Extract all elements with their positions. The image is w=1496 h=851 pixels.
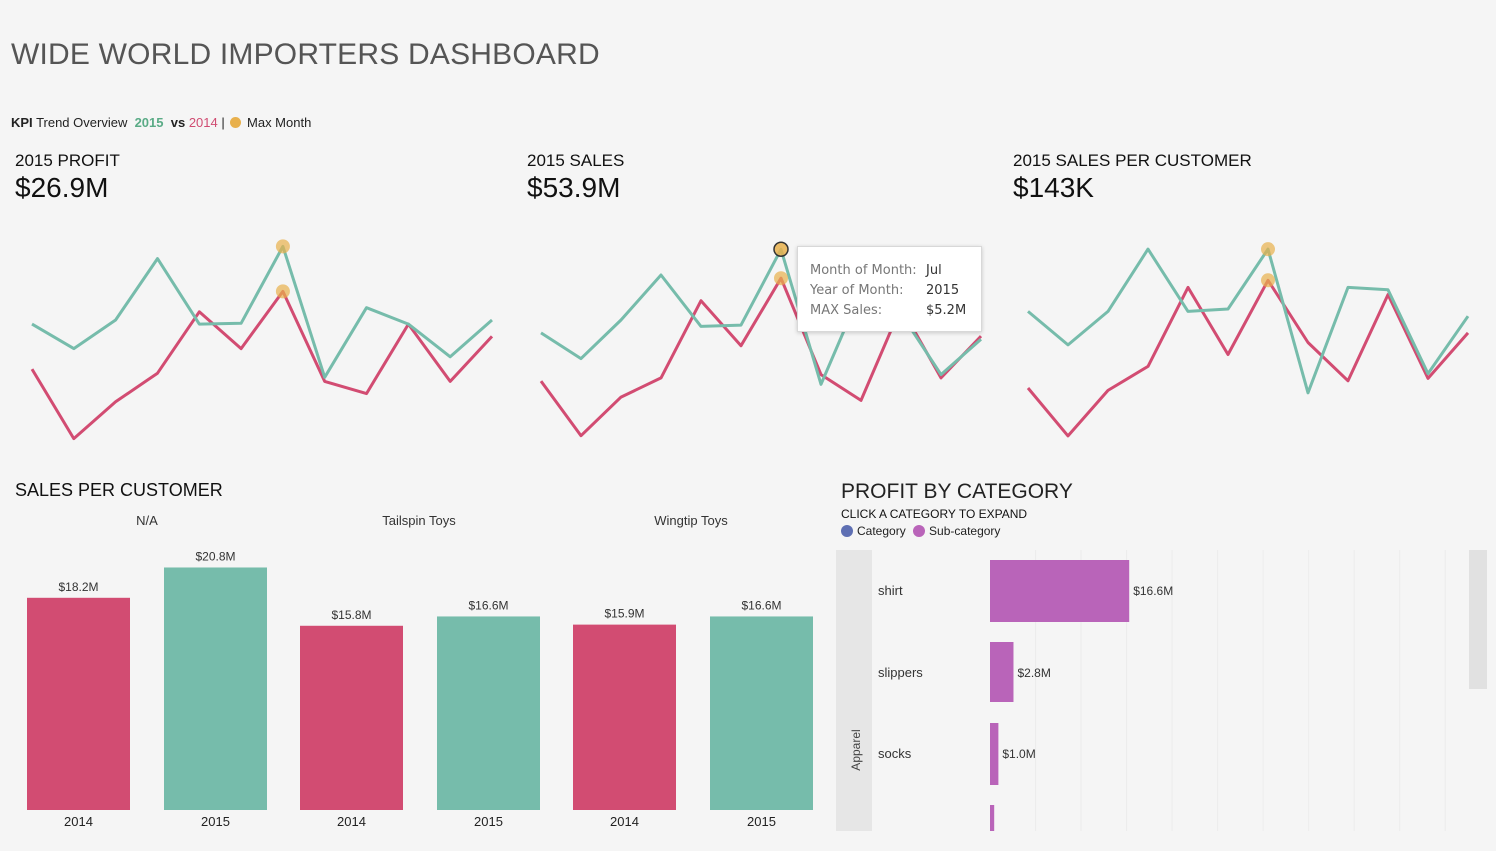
max-month-point-2014[interactable]: [1261, 273, 1275, 288]
tooltip-value: 2015: [926, 283, 960, 298]
subtitle-kpi: KPI: [11, 115, 33, 130]
kpi-sales-value: $53.9M: [527, 172, 621, 203]
subcategory-bar[interactable]: [990, 723, 999, 785]
sales-per-customer-chart[interactable]: N/A Tailspin Toys Wingtip Toys $18.2M 2014 $2…: [0, 500, 830, 840]
max-month-point-2015[interactable]: [1261, 242, 1275, 257]
series-line-2015[interactable]: [31, 244, 493, 379]
max-month-point-2015[interactable]: [773, 241, 789, 258]
kpi-profit-value: $26.9M: [15, 172, 109, 203]
category-strip[interactable]: [836, 550, 872, 831]
profit-by-category-title: PROFIT BY CATEGORY: [841, 480, 1073, 503]
profit-chart-scrollbar[interactable]: [1469, 550, 1487, 689]
bar-2014[interactable]: [300, 625, 403, 810]
profit-trend-chart[interactable]: [0, 0, 1496, 470]
x-tick-label: 2014: [64, 814, 93, 829]
bar-data-label: $16.6M: [741, 598, 781, 612]
bar-data-label: $16.6M: [1133, 584, 1173, 598]
dashboard-title: WIDE WORLD IMPORTERS DASHBOARD: [11, 38, 600, 71]
profit-hint: CLICK A CATEGORY TO EXPAND: [841, 507, 1028, 521]
x-tick-label: 2015: [747, 814, 776, 829]
profit-by-category-chart[interactable]: shirt $16.6M slippers $2.8M socks $1.0M: [872, 550, 1468, 831]
sales-per-customer-title: SALES PER CUSTOMER: [15, 480, 223, 500]
category-legend-dot-icon: [841, 525, 853, 537]
series-line-2014[interactable]: [30, 289, 494, 441]
group-header: N/A: [136, 513, 158, 528]
category-label-apparel[interactable]: Apparel: [840, 720, 870, 780]
profit-trend-chart[interactable]: [30, 239, 494, 441]
x-tick-label: 2015: [474, 814, 503, 829]
series-line-2014[interactable]: [1026, 278, 1470, 438]
bar-data-label: $15.8M: [331, 608, 371, 622]
tooltip-key: MAX Sales:: [810, 303, 883, 318]
subcategory-bar[interactable]: [990, 805, 995, 831]
series-line-2015[interactable]: [1027, 247, 1470, 395]
subtitle-year-2015: 2015: [134, 115, 164, 130]
spc-trend-chart[interactable]: [1026, 242, 1470, 438]
subtitle-separator: |: [221, 115, 225, 130]
bar-2014[interactable]: [573, 624, 676, 810]
x-tick-label: 2015: [201, 814, 230, 829]
tooltip-value: $5.2M: [926, 303, 967, 318]
tooltip-key: Year of Month:: [810, 283, 904, 298]
kpi-spc-value: $143K: [1013, 172, 1094, 203]
bar-2014[interactable]: [27, 597, 130, 810]
group-header: Wingtip Toys: [654, 513, 728, 528]
bar-2015[interactable]: [164, 567, 267, 810]
subcategory-label[interactable]: socks: [878, 746, 912, 761]
category-apparel-text: Apparel: [849, 729, 863, 770]
subtitle-trend: Trend Overview: [36, 115, 128, 130]
subcategory-bar[interactable]: [990, 560, 1130, 622]
subcategory-legend-dot-icon: [913, 525, 926, 537]
kpi-subtitle: KPI Trend Overview 2015 vs 2014 | Max Mo…: [11, 115, 311, 130]
max-month-point-2014[interactable]: [275, 284, 290, 299]
bar-data-label: $15.9M: [604, 607, 644, 621]
bar-2015[interactable]: [710, 616, 813, 810]
kpi-profit-label: 2015 PROFIT: [15, 151, 120, 170]
subtitle-max-month: Max Month: [247, 115, 312, 130]
legend-subcategory[interactable]: Sub-category: [929, 524, 1001, 538]
bar-data-label: $20.8M: [195, 549, 235, 563]
subcategory-bar[interactable]: [990, 642, 1014, 702]
subtitle-vs: vs: [170, 115, 186, 130]
subtitle-year-2014: 2014: [188, 115, 218, 130]
x-tick-label: 2014: [610, 814, 639, 829]
max-month-dot-icon: [230, 117, 242, 128]
subcategory-label[interactable]: slippers: [878, 665, 923, 680]
max-month-point-2014[interactable]: [774, 271, 788, 286]
bar-data-label: $16.6M: [468, 598, 508, 612]
tooltip-key: Month of Month:: [810, 263, 917, 278]
tooltip-value: Jul: [926, 263, 942, 278]
group-header: Tailspin Toys: [382, 513, 456, 528]
bar-data-label: $2.8M: [1017, 666, 1050, 680]
profit-legend: Category Sub-category: [841, 524, 1000, 538]
legend-category[interactable]: Category: [857, 524, 906, 538]
bar-data-label: $18.2M: [58, 580, 98, 594]
kpi-spc-label: 2015 SALES PER CUSTOMER: [1013, 151, 1252, 170]
subcategory-label[interactable]: shirt: [878, 583, 903, 598]
x-tick-label: 2014: [337, 814, 366, 829]
sales-tooltip: Month of Month: Jul Year of Month: 2015 MA…: [797, 246, 982, 332]
bar-2015[interactable]: [437, 616, 540, 810]
bar-data-label: $1.0M: [1002, 747, 1035, 761]
kpi-sales-label: 2015 SALES: [527, 151, 625, 170]
max-month-point-2015[interactable]: [275, 239, 290, 254]
